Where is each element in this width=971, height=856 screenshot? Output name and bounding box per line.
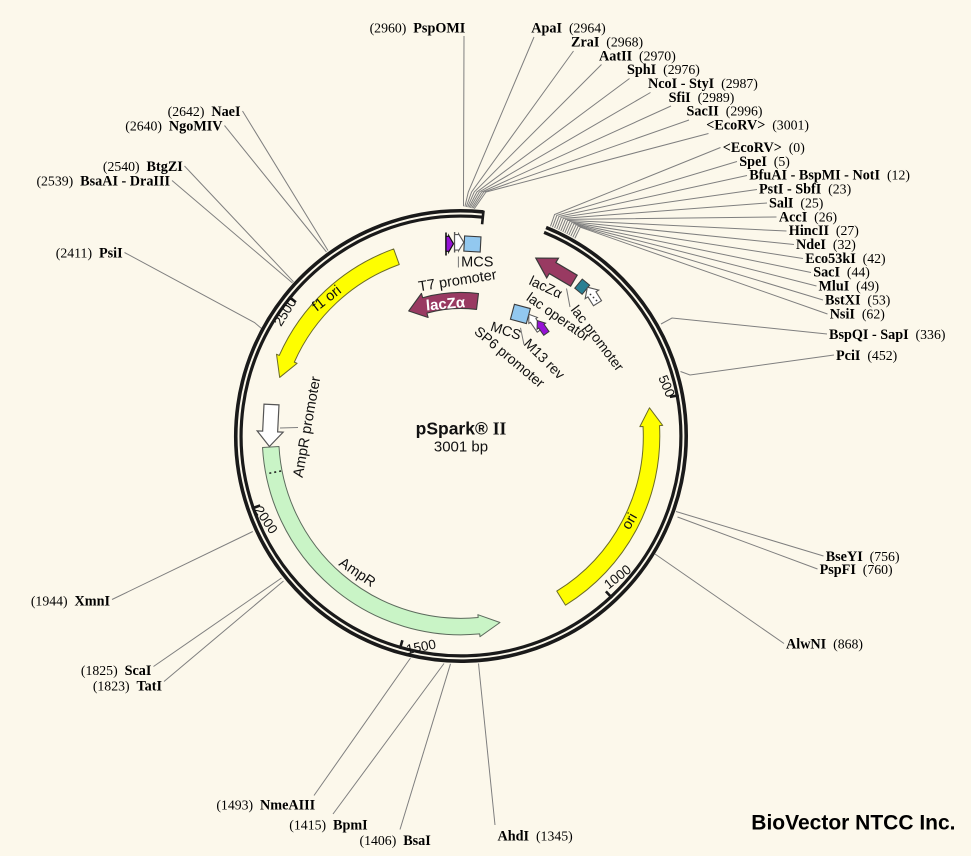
svg-text:ori: ori <box>619 511 641 533</box>
svg-text:SacII (2996): SacII (2996) <box>687 104 763 120</box>
svg-text:(1825) ScaI: (1825) ScaI <box>81 663 152 679</box>
svg-text:<EcoRV> (0): <EcoRV> (0) <box>723 140 805 156</box>
svg-text:AlwNI (868): AlwNI (868) <box>786 637 863 653</box>
svg-text:BseYI (756): BseYI (756) <box>826 549 900 565</box>
svg-text:PspFI (760): PspFI (760) <box>820 562 893 578</box>
svg-text:pSpark® II: pSpark® II <box>416 419 507 439</box>
svg-text:3001 bp: 3001 bp <box>434 439 488 456</box>
svg-text:PstI - SbfI (23): PstI - SbfI (23) <box>759 182 851 198</box>
svg-text:(2539) BsaAI - DraIII: (2539) BsaAI - DraIII <box>36 174 170 190</box>
svg-text:SalI (25): SalI (25) <box>769 195 823 211</box>
svg-text:MCS: MCS <box>461 255 493 271</box>
svg-text:<EcoRV> (3001): <EcoRV> (3001) <box>706 118 809 134</box>
svg-text:AhdI (1345): AhdI (1345) <box>498 829 573 845</box>
svg-text:SphI (2976): SphI (2976) <box>627 62 700 78</box>
svg-text:1500: 1500 <box>405 637 437 657</box>
svg-text:PciI (452): PciI (452) <box>836 348 897 364</box>
svg-text:NcoI - StyI (2987): NcoI - StyI (2987) <box>648 76 758 92</box>
svg-text:(2960) PspOMI: (2960) PspOMI <box>370 21 466 37</box>
svg-text:(1823) TatI: (1823) TatI <box>93 679 163 695</box>
svg-text:ApaI (2964): ApaI (2964) <box>531 21 605 37</box>
svg-text:MluI (49): MluI (49) <box>819 279 880 295</box>
svg-text:lacZα: lacZα <box>425 294 466 314</box>
svg-text:Eco53kI (42): Eco53kI (42) <box>805 251 885 267</box>
svg-text:BspQI - SapI (336): BspQI - SapI (336) <box>829 327 945 343</box>
svg-text:BstXI (53): BstXI (53) <box>825 292 890 308</box>
svg-text:(2540) BtgZI: (2540) BtgZI <box>103 159 183 175</box>
svg-text:AatII (2970): AatII (2970) <box>599 48 676 64</box>
svg-text:BfuAI - BspMI - NotI (12): BfuAI - BspMI - NotI (12) <box>749 168 910 184</box>
svg-text:(1493) NmeAIII: (1493) NmeAIII <box>216 798 315 814</box>
svg-text:SfiI (2989): SfiI (2989) <box>669 90 735 106</box>
svg-text:SpeI (5): SpeI (5) <box>739 154 790 170</box>
svg-text:(2642) NaeI: (2642) NaeI <box>168 104 241 120</box>
svg-text:(1406) BsaI: (1406) BsaI <box>360 833 432 849</box>
svg-text:BioVector NTCC Inc.: BioVector NTCC Inc. <box>751 812 955 835</box>
svg-text:NsiI (62): NsiI (62) <box>830 306 885 322</box>
svg-text:AccI (26): AccI (26) <box>779 209 837 225</box>
svg-text:ZraI (2968): ZraI (2968) <box>571 34 643 50</box>
svg-text:(1415) BpmI: (1415) BpmI <box>289 818 368 834</box>
svg-text:(2411) PsiI: (2411) PsiI <box>56 246 123 262</box>
svg-text:SacI (44): SacI (44) <box>813 265 870 281</box>
svg-text:(2640) NgoMIV: (2640) NgoMIV <box>125 119 223 135</box>
svg-text:HincII (27): HincII (27) <box>789 223 859 239</box>
svg-text:(1944) XmnI: (1944) XmnI <box>31 594 111 610</box>
svg-text:NdeI (32): NdeI (32) <box>796 237 856 253</box>
